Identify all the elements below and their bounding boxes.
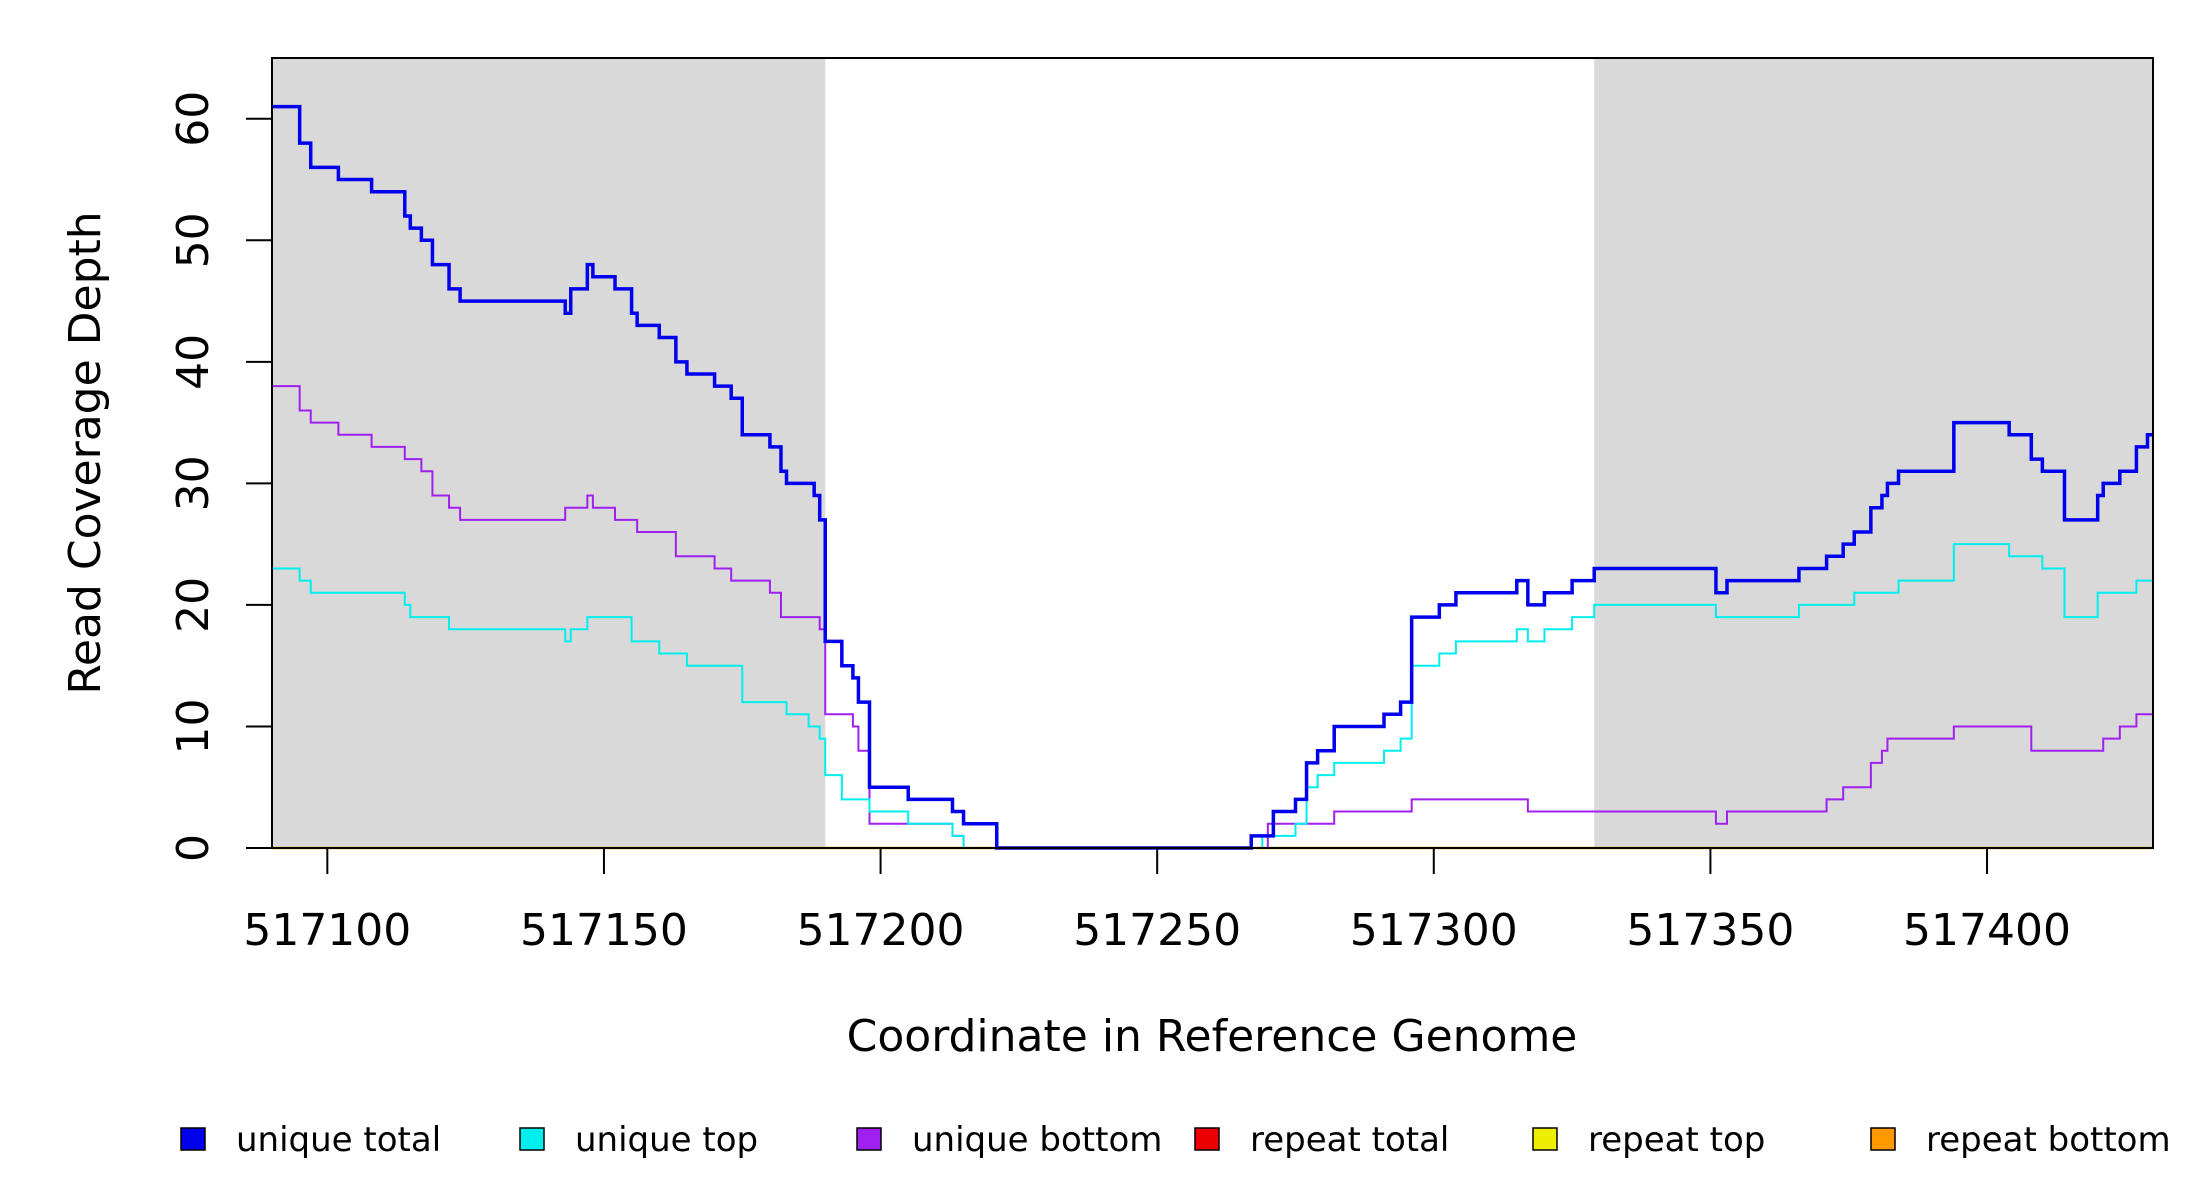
shaded-regions	[272, 58, 2153, 848]
legend-swatch-repeat-total	[1194, 1127, 1220, 1151]
x-axis: 517100 517150 517200 517250 517300 517350 5174…	[243, 847, 2071, 956]
x-tick-label-517300: 517300	[1350, 905, 1518, 956]
y-tick-label-10: 10	[168, 698, 219, 754]
y-tick-label-50: 50	[168, 212, 219, 268]
legend-label-unique-bottom: unique bottom	[912, 1120, 1162, 1160]
series-line-unique-top	[272, 543, 2153, 849]
legend-swatch-unique-top	[519, 1127, 545, 1151]
legend-label-unique-top: unique top	[575, 1120, 758, 1160]
x-tick-label-517100: 517100	[243, 905, 411, 956]
y-tick-label-20: 20	[168, 577, 219, 633]
x-tick-label-517400: 517400	[1903, 905, 2071, 956]
legend-swatch-unique-total	[180, 1127, 206, 1151]
x-axis-title: Coordinate in Reference Genome	[847, 1011, 1578, 1062]
y-axis: 0 10 20 30 40 50 60	[168, 91, 273, 862]
y-axis-title: Read Coverage Depth	[60, 211, 111, 694]
legend-swatch-unique-bottom	[856, 1127, 882, 1151]
y-tick-label-0: 0	[168, 834, 219, 862]
legend-label-repeat-bottom: repeat bottom	[1926, 1120, 2171, 1160]
x-tick-label-517250: 517250	[1073, 905, 1241, 956]
series-line-unique-total	[272, 104, 2153, 850]
legend-swatch-repeat-top	[1532, 1127, 1558, 1151]
y-tick-label-60: 60	[168, 91, 219, 147]
legend: unique total unique top unique bottom repea…	[180, 1120, 2171, 1160]
y-tick-label-30: 30	[168, 455, 219, 511]
x-tick-label-517350: 517350	[1626, 905, 1794, 956]
x-tick-label-517200: 517200	[797, 905, 965, 956]
legend-label-unique-total: unique total	[236, 1120, 441, 1160]
series-line-unique-bottom	[272, 385, 2153, 849]
legend-label-repeat-total: repeat total	[1250, 1120, 1449, 1160]
shaded-region-1	[1594, 58, 2153, 848]
y-tick-label-40: 40	[168, 334, 219, 390]
legend-swatch-repeat-bottom	[1870, 1127, 1896, 1151]
shaded-region-0	[272, 58, 826, 848]
x-tick-label-517150: 517150	[520, 905, 688, 956]
legend-label-repeat-top: repeat top	[1588, 1120, 1765, 1160]
